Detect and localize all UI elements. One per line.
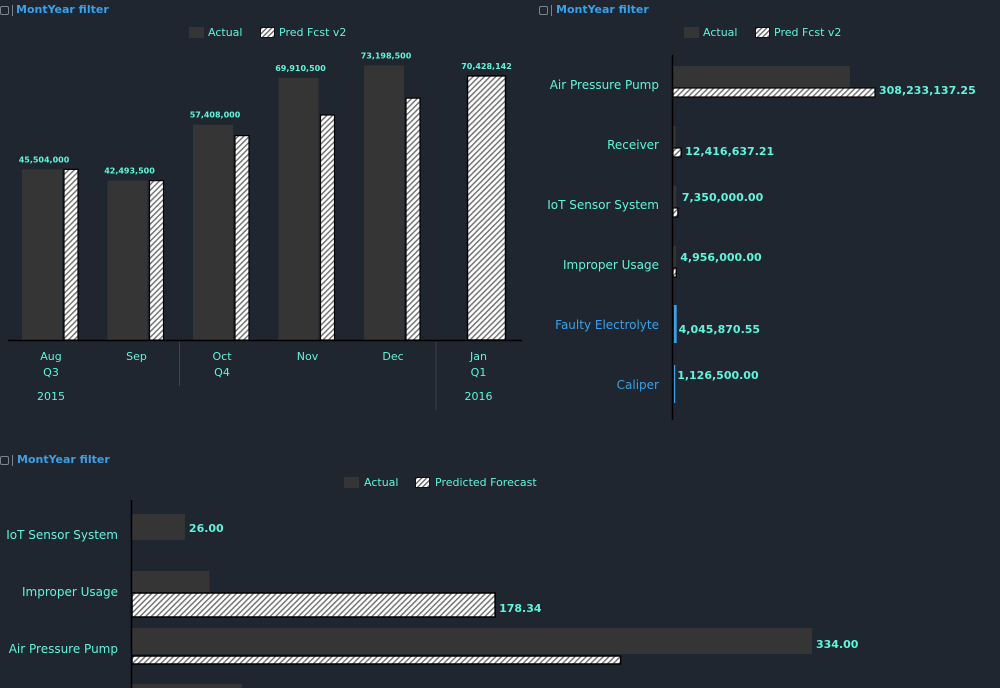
- legend-swatch-actual: [189, 27, 204, 38]
- tick-label-month: Dec: [382, 350, 403, 363]
- category-label: Caliper: [617, 378, 659, 392]
- tick-label-month: Oct: [212, 350, 232, 363]
- bar-actual: [22, 169, 62, 340]
- tick-label-year: 2015: [37, 390, 65, 403]
- data-label: 12,416,637.21: [685, 145, 774, 158]
- filter-icon: [539, 6, 548, 15]
- filter-link[interactable]: MontYear filter: [16, 3, 109, 16]
- category-label: Air Pressure Pump: [9, 642, 118, 656]
- bar-forecast: [63, 168, 79, 341]
- bar-forecast: [405, 97, 421, 341]
- tick-label-month: Aug: [40, 350, 61, 363]
- legend-swatch-actual: [684, 27, 699, 38]
- data-label: 57,408,000: [190, 111, 241, 120]
- tick-label-year: 2016: [465, 390, 493, 403]
- data-label: 26.00: [189, 522, 224, 535]
- bar-forecast: [466, 75, 507, 341]
- bar-actual: [278, 77, 319, 340]
- legend-label-forecast[interactable]: Pred Fcst v2: [774, 26, 842, 39]
- filter-separator: [12, 455, 13, 466]
- bar-actual: [132, 628, 812, 654]
- bar-actual-partial: [132, 684, 242, 688]
- data-label: 42,493,500: [104, 167, 155, 176]
- bar-forecast: [148, 180, 165, 341]
- legend-label-actual[interactable]: Actual: [703, 26, 738, 39]
- bar-actual: [674, 365, 676, 403]
- filter-separator: [551, 5, 552, 16]
- bar-actual: [193, 124, 233, 340]
- panel-category-value-chart: MontYear filter Actual Pred Fcst v2 Air …: [535, 0, 1000, 430]
- tick-label-quarter: Q1: [471, 366, 487, 379]
- bar-forecast: [672, 147, 682, 158]
- monthly-bar-chart: 45,504,000 Aug 42,493,500 Sep 57,408,000 Oct 6…: [8, 52, 522, 410]
- filter-separator: [12, 5, 13, 16]
- tick-label-month: Nov: [297, 350, 319, 363]
- bar-actual: [673, 126, 676, 148]
- bar-forecast: [131, 655, 622, 665]
- filter-link[interactable]: MontYear filter: [17, 453, 110, 466]
- category-label: Air Pressure Pump: [550, 78, 659, 92]
- tick-label-quarter: Q4: [214, 366, 230, 379]
- category-label: Receiver: [607, 138, 659, 152]
- data-label: 4,956,000.00: [680, 251, 762, 264]
- data-label: 308,233,137.25: [879, 84, 976, 97]
- bar-actual: [673, 246, 676, 268]
- data-label: 4,045,870.55: [679, 323, 760, 336]
- category-label: IoT Sensor System: [547, 198, 659, 212]
- category-label: IoT Sensor System: [6, 528, 118, 542]
- bar-actual: [364, 65, 404, 341]
- data-label: 45,504,000: [19, 155, 70, 164]
- data-label: 7,350,000.00: [682, 191, 764, 204]
- legend-swatch-actual: [344, 477, 359, 488]
- legend-swatch-forecast: [755, 27, 770, 38]
- data-label: 69,910,500: [275, 64, 326, 73]
- bar-forecast: [672, 267, 677, 278]
- bar-forecast: [319, 114, 336, 341]
- data-label: 1,126,500.00: [677, 369, 759, 382]
- bar-actual: [107, 180, 148, 340]
- panel-category-count-chart: MontYear filter Actual Predicted Forecas…: [0, 450, 1000, 688]
- tick-label-quarter: Q3: [43, 366, 59, 379]
- category-count-bar-chart: IoT Sensor System 26.00 Improper Usage 178.…: [6, 500, 859, 688]
- category-label: Improper Usage: [22, 585, 118, 599]
- data-label: 178.34: [499, 602, 542, 615]
- bar-forecast: [672, 207, 679, 218]
- bar-actual: [674, 305, 677, 343]
- bar-forecast: [672, 87, 876, 98]
- panel-monthly-chart: MontYear filter Actual Pred Fcst v2 45,5…: [0, 0, 530, 430]
- legend-swatch-forecast: [260, 27, 275, 38]
- bar-actual: [673, 186, 677, 208]
- data-label: 334.00: [816, 638, 859, 651]
- data-label: 70,428,142: [461, 62, 512, 71]
- data-label: 73,198,500: [361, 52, 412, 61]
- bar-actual: [673, 66, 850, 88]
- legend-label-actual[interactable]: Actual: [364, 476, 399, 489]
- bar-forecast: [131, 592, 496, 618]
- legend-label-forecast[interactable]: Predicted Forecast: [435, 476, 537, 489]
- category-label: Improper Usage: [563, 258, 659, 272]
- bar-actual: [132, 514, 185, 540]
- legend-label-actual[interactable]: Actual: [208, 26, 243, 39]
- category-value-bar-chart: Air Pressure Pump 308,233,137.25 Receiver 1…: [547, 55, 976, 420]
- filter-icon: [0, 6, 9, 15]
- legend-swatch-forecast: [415, 477, 430, 488]
- bar-forecast: [234, 135, 250, 341]
- filter-icon: [0, 456, 9, 465]
- tick-label-month: Jan: [469, 350, 487, 363]
- tick-label-month: Sep: [126, 350, 147, 363]
- filter-link[interactable]: MontYear filter: [556, 3, 649, 16]
- category-label: Faulty Electrolyte: [555, 318, 659, 332]
- legend-label-forecast[interactable]: Pred Fcst v2: [279, 26, 347, 39]
